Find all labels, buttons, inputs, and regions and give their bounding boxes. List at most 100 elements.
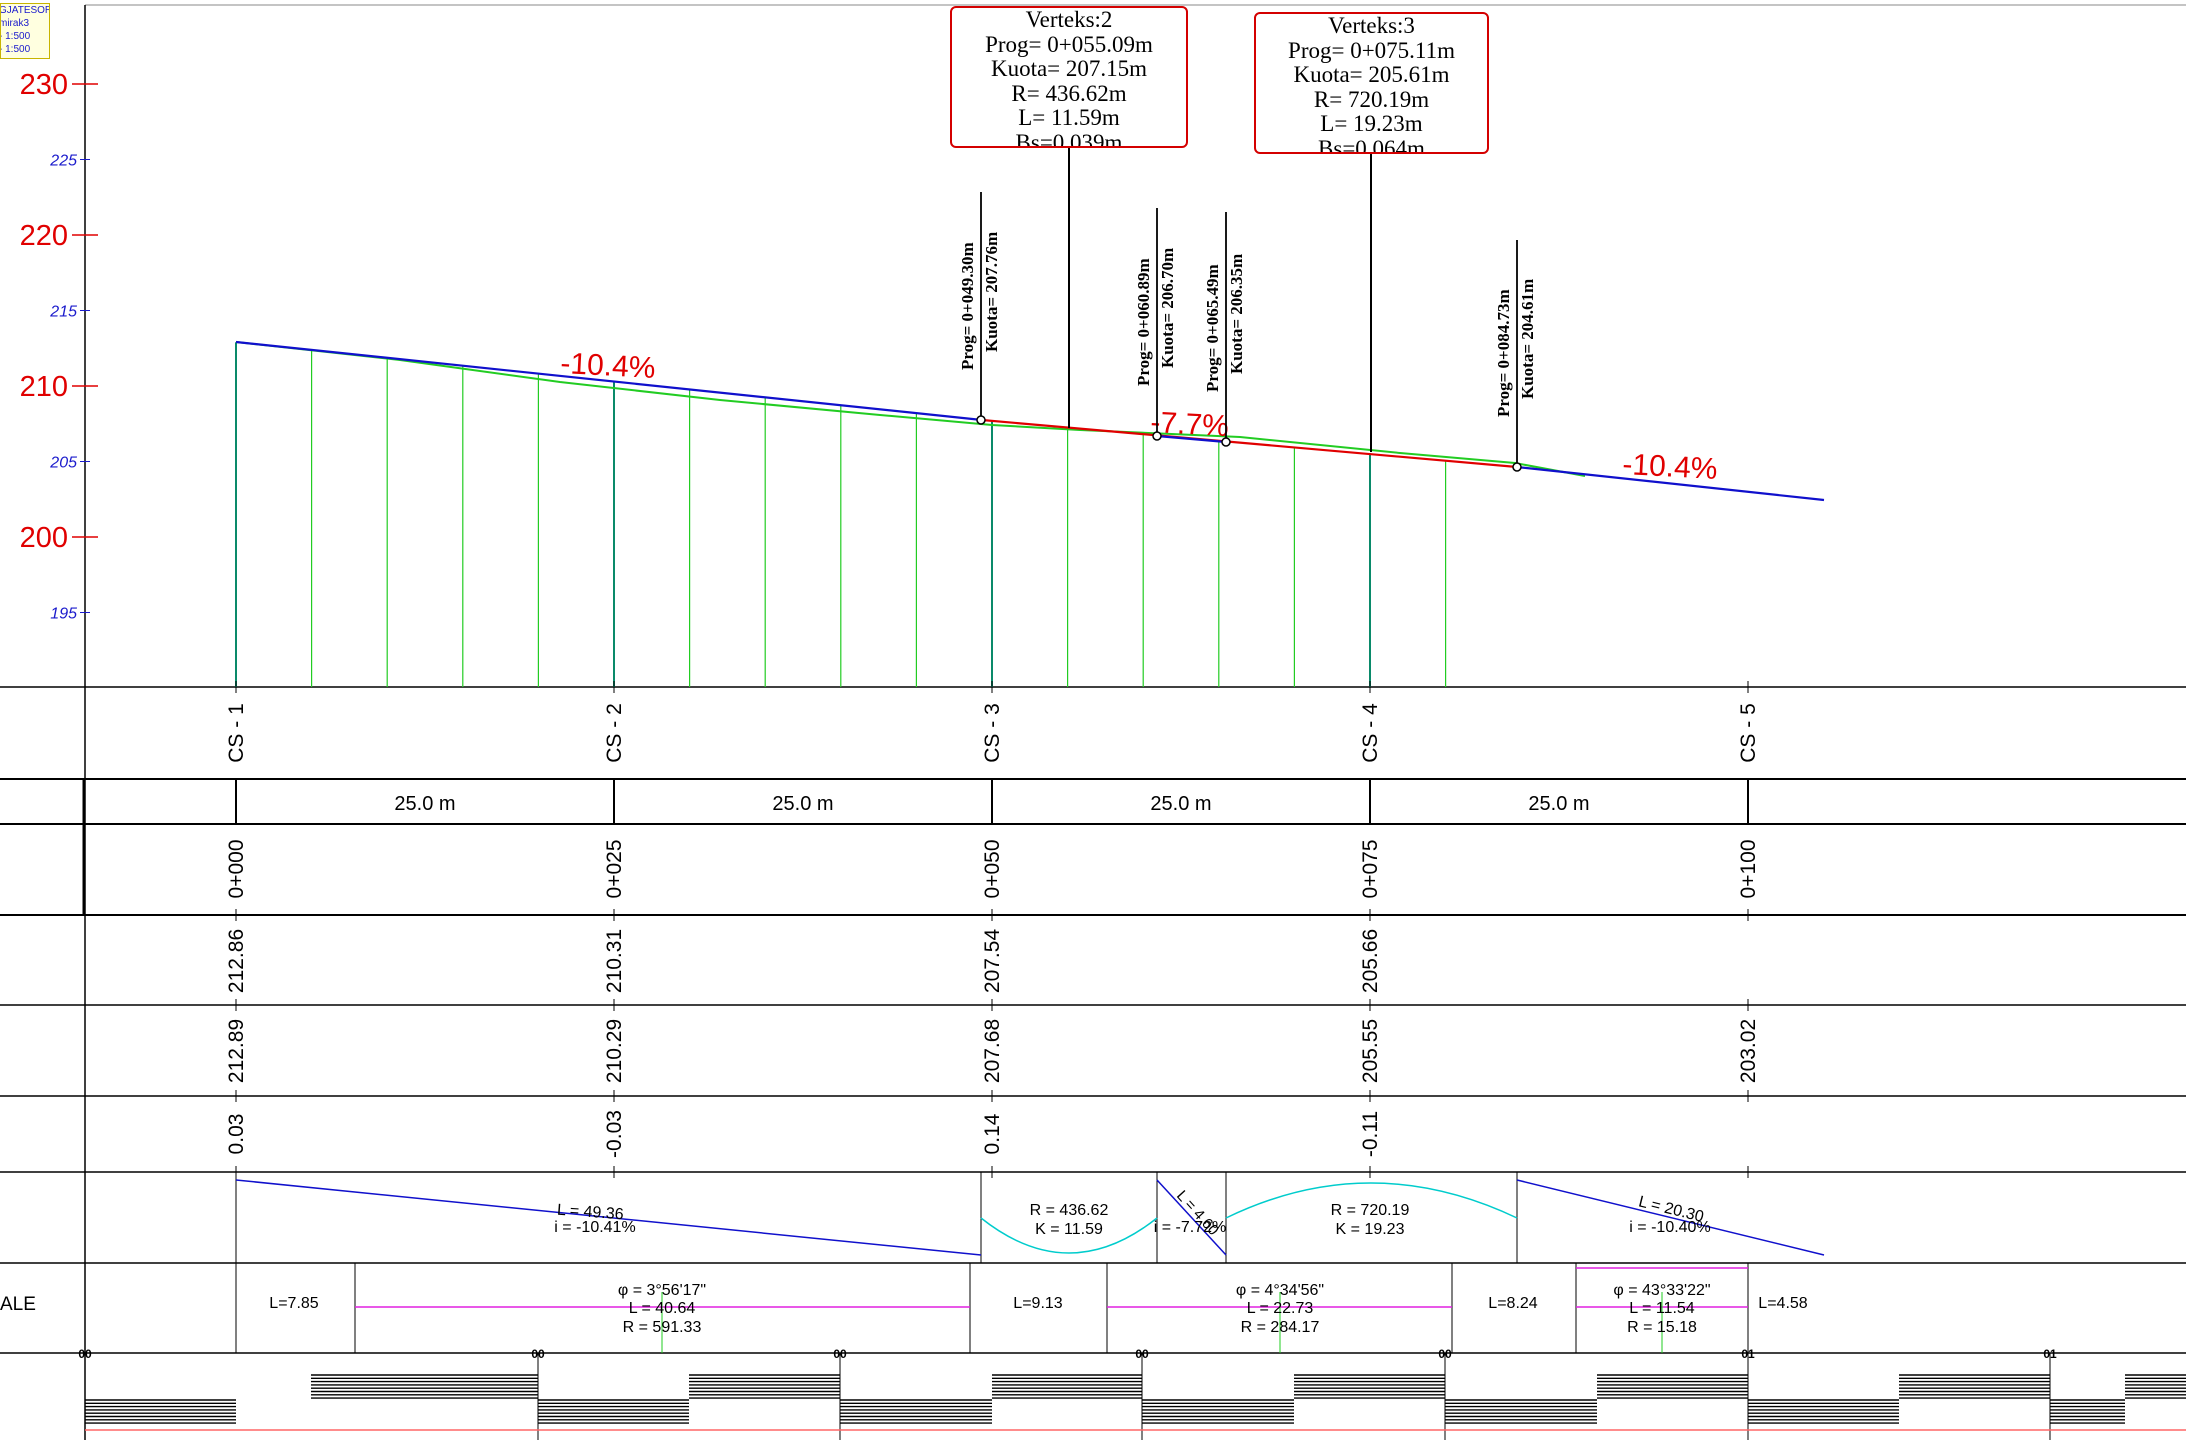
ve-grade-line xyxy=(235,1179,982,1256)
he-curve-radius: R = 15.18 xyxy=(1627,1319,1697,1336)
kilometer-band: 00 00 00 00 00 01 01 xyxy=(78,1347,2186,1440)
vertical-elements-band: L = 49.36i = -10.41%R = 436.62K = 11.59 L… xyxy=(235,1172,1825,1263)
he-tangent-label: L=8.24 xyxy=(1488,1295,1537,1312)
he-curve-angle: φ = 43°33'22" xyxy=(1613,1282,1710,1299)
he-curve-angle: φ = 3°56'17" xyxy=(618,1282,706,1299)
vertex-2-kuota: Kuota= 207.15m xyxy=(990,56,1148,81)
ve-label: K = 19.23 xyxy=(1336,1221,1405,1238)
terrain-elevation: 210.31 xyxy=(603,929,626,993)
axis-label-minor: 205 xyxy=(49,455,77,472)
point-marker xyxy=(976,415,986,425)
vertex-3-kuota: Kuota= 205.61m xyxy=(1293,62,1450,87)
vertex-3-radius: R= 720.19m xyxy=(1313,86,1430,112)
point-prog-label: Prog= 0+060.89m xyxy=(1134,258,1153,386)
ve-label: i = -7.72% xyxy=(1154,1219,1226,1236)
point-labels: Prog= 0+049.30m Kuota= 207.76m Prog= 0+060… xyxy=(958,192,1537,472)
legend-line-2: mirak3 xyxy=(0,18,30,29)
ve-label: i = -10.40% xyxy=(1629,1219,1710,1236)
vertex-3-title: Verteks:3 xyxy=(1328,13,1415,38)
vertex-2-box[interactable]: Verteks:2 Prog= 0+055.09m Kuota= 207.15m… xyxy=(950,6,1188,148)
vertex-2-length: L= 11.59m xyxy=(1018,105,1120,130)
horizontal-elements-band: L=7.85 L=9.13 L=8.24 L=4.58φ = 3°56'17"L = … xyxy=(235,1263,1808,1353)
ve-sag-curve xyxy=(980,1217,1158,1254)
vertex-3-prog: Prog= 0+075.11m xyxy=(1288,37,1455,63)
profile-lines: -10.4% -7.7% -10.4% xyxy=(235,148,1825,502)
axis-label-minor: 195 xyxy=(50,606,77,623)
distance-label: 25.0 m xyxy=(1528,793,1589,815)
vertex-2-radius: R= 436.62m xyxy=(1011,80,1127,106)
axis-label-minor: 215 xyxy=(49,304,77,321)
design-elevation: 205.55 xyxy=(1359,1019,1382,1083)
grade-line-1 xyxy=(235,340,983,422)
design-elevation: 210.29 xyxy=(603,1019,626,1083)
ve-label: R = 720.19 xyxy=(1331,1202,1410,1219)
design-elevation: 207.68 xyxy=(981,1019,1004,1083)
point-prog-label: Prog= 0+084.73m xyxy=(1494,289,1513,417)
terrain-line xyxy=(235,341,1586,477)
vertex-2-prog: Prog= 0+055.09m xyxy=(985,31,1153,57)
station-label: 0+000 xyxy=(225,840,248,899)
ve-label: L = 49.36 xyxy=(557,1202,625,1224)
terrain-elevation: 205.66 xyxy=(1359,929,1382,993)
axis-label-minor: 225 xyxy=(49,153,77,170)
he-tangent-label: L=9.13 xyxy=(1013,1295,1062,1312)
ve-label: i = -10.41% xyxy=(554,1219,635,1236)
he-tangent-label: L=4.58 xyxy=(1758,1295,1807,1312)
point-kuota-label: Kuota= 206.35m xyxy=(1227,254,1246,374)
grade-label-2: -7.7% xyxy=(1150,406,1230,443)
he-tangent-label: L=7.85 xyxy=(269,1295,318,1312)
vertex-2-title: Verteks:2 xyxy=(1025,7,1113,32)
band-grid xyxy=(0,4,2186,1440)
section-label: CS - 5 xyxy=(1737,703,1760,763)
elevation-difference: 0.03 xyxy=(225,1114,248,1155)
vertical-curve-segment xyxy=(1156,434,1227,444)
he-curve-length: L = 22.73 xyxy=(1247,1300,1314,1317)
point-prog-label: Prog= 0+065.49m xyxy=(1203,264,1222,392)
station-label: 0+100 xyxy=(1737,840,1760,899)
ve-grade-line xyxy=(1516,1179,1825,1256)
axis-label-major: 200 xyxy=(20,522,68,554)
design-elevation: 212.89 xyxy=(225,1019,248,1083)
grade-line-2 xyxy=(981,418,1518,469)
grade-label-1: -10.4% xyxy=(560,347,657,385)
elevation-axis: 230 220 210 200 225 215 205 195 xyxy=(20,69,98,623)
vertex-3-bs: Bs=0.064m xyxy=(1318,135,1425,154)
distance-label: 25.0 m xyxy=(394,793,455,815)
section-label: CS - 4 xyxy=(1359,703,1382,763)
station-label: 0+050 xyxy=(981,840,1004,899)
point-kuota-label: Kuota= 207.76m xyxy=(982,232,1001,352)
axis-label-major: 210 xyxy=(20,371,68,403)
elevation-difference: -0.03 xyxy=(603,1110,626,1158)
he-curve-length: L = 11.54 xyxy=(1629,1300,1694,1317)
section-label: CS - 2 xyxy=(603,703,626,763)
ve-label: R = 436.62 xyxy=(1030,1202,1109,1219)
point-marker xyxy=(1221,437,1231,447)
terrain-elevation: 207.54 xyxy=(981,929,1004,994)
he-curve-radius: R = 284.17 xyxy=(1241,1319,1320,1336)
grade-line-3 xyxy=(1516,465,1825,502)
legend-line-4: - 1:500 xyxy=(0,44,31,55)
he-curve-length: L = 40.64 xyxy=(629,1300,696,1317)
band-label-fragment: ALE xyxy=(0,1294,36,1315)
legend-line-1: GJATESOR xyxy=(0,5,50,16)
point-marker xyxy=(1152,431,1162,441)
section-label: CS - 3 xyxy=(981,703,1004,763)
station-label: 0+025 xyxy=(603,840,626,899)
elevation-difference: -0.11 xyxy=(1359,1111,1382,1157)
legend-line-3: - 1:500 xyxy=(0,31,31,42)
he-curve-radius: R = 591.33 xyxy=(623,1319,702,1336)
axis-label-major: 220 xyxy=(20,220,68,252)
point-prog-label: Prog= 0+049.30m xyxy=(958,242,977,370)
ve-crest-curve xyxy=(1225,1182,1518,1219)
design-elevation: 203.02 xyxy=(1737,1019,1760,1083)
distance-label: 25.0 m xyxy=(772,793,833,815)
vertex-2-bs: Bs=0.039m xyxy=(1015,129,1123,148)
point-kuota-label: Kuota= 206.70m xyxy=(1158,248,1177,368)
station-lines xyxy=(235,342,1447,687)
station-label: 0+075 xyxy=(1359,840,1382,899)
ve-label: K = 11.59 xyxy=(1035,1221,1103,1238)
vertex-3-box[interactable]: Verteks:3 Prog= 0+075.11m Kuota= 205.61m… xyxy=(1254,12,1489,154)
terrain-elevation: 212.86 xyxy=(225,929,248,993)
ve-grade-line xyxy=(1156,1179,1227,1256)
